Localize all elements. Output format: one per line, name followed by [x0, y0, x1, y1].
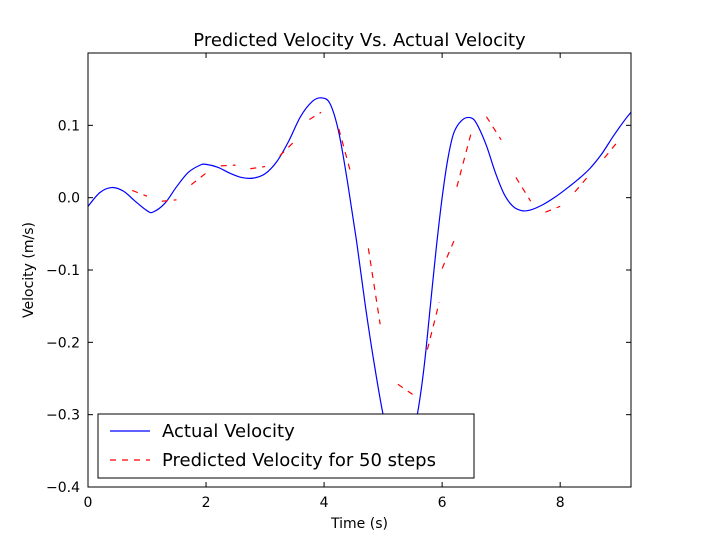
y-tick-label: −0.4	[46, 480, 80, 496]
legend-box	[97, 413, 475, 479]
y-axis-ticks: −0.4 −0.3 −0.2 −0.1 0.0 0.1	[46, 118, 631, 496]
legend: Actual Velocity Predicted Velocity for 5…	[97, 413, 475, 479]
predicted-velocity-segment	[545, 205, 561, 213]
series-layer	[88, 97, 631, 452]
x-tick-label: 2	[202, 495, 211, 511]
y-tick-label: −0.1	[46, 263, 80, 279]
chart-title: Predicted Velocity Vs. Actual Velocity	[193, 30, 526, 51]
predicted-velocity-segment	[132, 189, 148, 197]
predicted-velocity-segment	[250, 165, 266, 170]
predicted-velocity-segment	[279, 140, 295, 157]
predicted-velocity-segment	[367, 248, 381, 325]
x-axis-label: Time (s)	[330, 516, 388, 532]
predicted-velocity-segment	[190, 172, 207, 186]
predicted-velocity-segment	[441, 240, 455, 269]
predicted-velocity-segment	[574, 174, 591, 193]
predicted-velocity-segment	[220, 164, 236, 167]
y-axis-label: Velocity (m/s)	[21, 222, 37, 318]
x-tick-label: 6	[438, 495, 447, 511]
predicted-velocity-segment	[603, 139, 620, 159]
y-tick-label: 0.0	[58, 191, 80, 207]
predicted-velocity-segment	[515, 177, 532, 202]
predicted-velocity-segment	[161, 199, 177, 202]
predicted-velocity-segment	[397, 383, 413, 395]
y-tick-label: −0.3	[46, 408, 80, 424]
x-tick-label: 4	[320, 495, 329, 511]
predicted-velocity-segment	[426, 302, 440, 350]
predicted-velocity-segment	[485, 116, 502, 141]
plot-frame	[87, 52, 632, 488]
x-axis-ticks: 0 2 4 6 8	[84, 53, 565, 511]
legend-label-actual: Actual Velocity	[162, 421, 295, 442]
predicted-velocity-segment	[456, 130, 473, 187]
x-tick-label: 0	[84, 495, 93, 511]
y-tick-label: 0.1	[58, 118, 80, 134]
y-tick-label: −0.2	[46, 335, 80, 351]
predicted-velocity-segment	[309, 111, 322, 121]
x-tick-label: 8	[556, 495, 565, 511]
actual-velocity-line	[88, 97, 631, 452]
predicted-velocity-segment	[338, 128, 352, 173]
legend-label-predicted: Predicted Velocity for 50 steps	[162, 450, 436, 471]
